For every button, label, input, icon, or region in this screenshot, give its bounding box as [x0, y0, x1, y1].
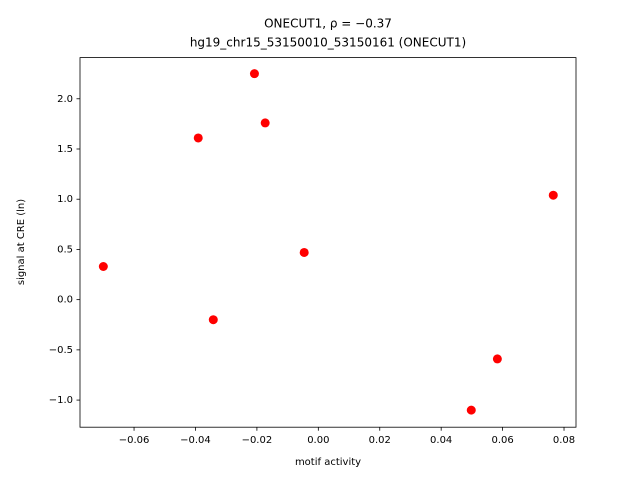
x-tick-label: 0.04: [430, 435, 452, 446]
point: [193, 133, 203, 143]
x-tick-label: 0.00: [307, 435, 329, 446]
point: [548, 190, 558, 200]
x-tick-label: −0.02: [242, 435, 273, 446]
x-tick-label: −0.04: [180, 435, 211, 446]
x-tick-label: 0.08: [553, 435, 575, 446]
y-tick-label: 1.0: [57, 194, 73, 205]
y-tick-label: 0.0: [57, 295, 73, 306]
point: [260, 118, 270, 128]
point: [299, 247, 309, 257]
chart-subtitle: hg19_chr15_53150010_53150161 (ONECUT1): [190, 36, 466, 50]
plot-frame: [79, 57, 577, 428]
point: [492, 354, 502, 364]
x-axis-label: motif activity: [295, 457, 361, 468]
point: [249, 69, 259, 79]
y-axis-label: signal at CRE (ln): [16, 199, 27, 285]
point: [466, 405, 476, 415]
y-tick-label: −1.0: [49, 395, 73, 406]
y-tick-label: 2.0: [57, 94, 73, 105]
y-tick-label: 0.5: [57, 244, 73, 255]
y-tick-label: −0.5: [49, 345, 73, 356]
point: [98, 262, 108, 272]
chart-title: ONECUT1, ρ = −0.37: [264, 17, 392, 31]
x-tick-label: −0.06: [119, 435, 150, 446]
y-tick-label: 1.5: [57, 144, 73, 155]
point: [208, 315, 218, 325]
x-tick-label: 0.02: [369, 435, 391, 446]
x-tick-label: 0.06: [491, 435, 513, 446]
